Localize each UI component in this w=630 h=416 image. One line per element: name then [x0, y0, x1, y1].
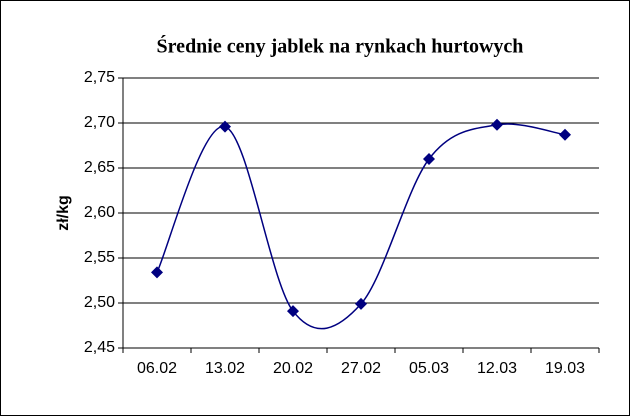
marker: [423, 153, 435, 165]
y-tick-label: 2,55: [84, 249, 115, 266]
y-tick-label: 2,60: [84, 204, 115, 221]
marker: [151, 266, 163, 279]
marker: [219, 120, 231, 133]
chart-title: Średnie ceny jablek na rynkach hurtowych: [157, 34, 524, 58]
y-tick-label: 2,65: [84, 159, 115, 176]
line: [156, 123, 566, 330]
y-axis-label: zł/kg: [55, 195, 72, 231]
x-tick-label: 12.03: [477, 360, 517, 377]
x-tick-label: 19.03: [545, 360, 585, 377]
marker: [355, 297, 367, 310]
x-tick-label: 27.02: [341, 360, 381, 377]
marker: [559, 128, 571, 141]
y-tick-label: 2,75: [84, 69, 115, 86]
x-tick-label: 06.02: [137, 360, 177, 377]
x-tick-label: 13.02: [205, 360, 245, 377]
marker: [287, 305, 299, 318]
x-tick-label: 20.02: [273, 360, 313, 377]
y-tick-label: 2,50: [84, 294, 115, 311]
marker: [491, 118, 503, 131]
y-tick-label: 2,70: [84, 114, 115, 131]
x-tick-label: 05.03: [409, 360, 449, 377]
y-tick-label: 2,45: [84, 339, 115, 356]
